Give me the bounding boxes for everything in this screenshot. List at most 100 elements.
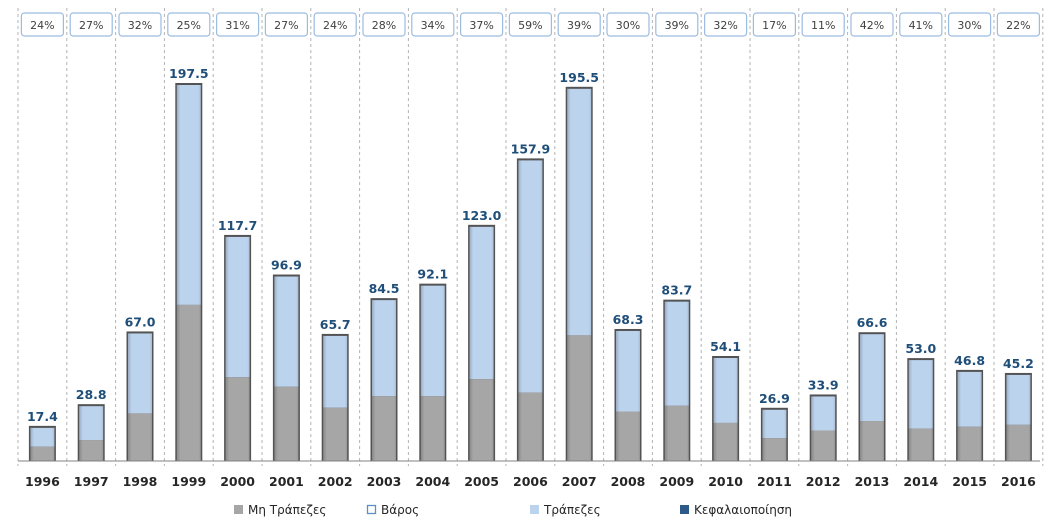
weight-box: [460, 12, 504, 37]
gridlines: [17, 8, 1044, 466]
bar-shading: [713, 358, 738, 461]
weight-box: [20, 12, 64, 37]
weight-label: 31%: [225, 19, 249, 32]
bar-shading: [908, 360, 933, 461]
bar-shading: [469, 226, 494, 461]
year-label: 2003: [367, 474, 402, 489]
weight-box: [996, 12, 1041, 37]
legend-label: Κεφαλαιοποίηση: [694, 503, 792, 517]
year-label: 2016: [1001, 474, 1036, 489]
weight-label: 27%: [79, 19, 103, 32]
total-label: 123.0: [462, 208, 502, 223]
total-labels: 17.4 28.8 67.0 197.5 117.7 96.9 65.7 84.5 92.1 12…: [27, 66, 1034, 424]
weight-box: [69, 12, 113, 37]
weight-box: [167, 12, 211, 37]
legend-swatch: [366, 504, 377, 515]
year-label: 1997: [74, 474, 109, 489]
year-label: 2015: [952, 474, 987, 489]
weight-box: [411, 12, 455, 37]
total-label: 66.6: [857, 315, 888, 330]
bar-shading: [225, 236, 250, 461]
bar-shading: [762, 409, 787, 461]
weight-boxes: 24% 27% 32% 25% 31% 27% 24% 28% 34% 37% 59% 39% 30% 3…: [20, 12, 1041, 37]
weight-box: [362, 12, 406, 37]
weight-label: 41%: [909, 19, 933, 32]
total-label: 92.1: [417, 267, 448, 282]
year-label: 2014: [903, 474, 938, 489]
bar-shading: [176, 85, 201, 461]
legend-label: Τράπεζες: [543, 503, 601, 517]
total-label: 17.4: [27, 409, 58, 424]
total-label: 46.8: [954, 353, 985, 368]
bar-shading: [420, 285, 445, 461]
total-label: 53.0: [905, 341, 936, 356]
legend-label: Βάρος: [381, 503, 419, 517]
weight-box: [557, 12, 601, 37]
legend-swatch: [680, 505, 689, 514]
weight-label: 59%: [518, 19, 542, 32]
weight-box: [508, 12, 552, 37]
weight-label: 37%: [469, 19, 493, 32]
year-label: 2002: [318, 474, 353, 489]
year-label: 1998: [123, 474, 158, 489]
year-label: 2013: [855, 474, 890, 489]
total-label: 45.2: [1003, 356, 1034, 371]
year-label: 2007: [562, 474, 597, 489]
weight-box: [899, 12, 943, 37]
year-label: 2006: [513, 474, 548, 489]
year-label: 2000: [220, 474, 255, 489]
weight-label: 39%: [567, 19, 591, 32]
bar-shading: [811, 396, 836, 461]
weight-label: 17%: [762, 19, 786, 32]
bar-shading: [664, 301, 689, 461]
weight-box: [655, 12, 699, 37]
bar-shading: [30, 427, 55, 461]
total-label: 33.9: [808, 377, 839, 392]
bar-shading: [1006, 374, 1031, 461]
year-label: 2011: [757, 474, 792, 489]
total-label: 68.3: [613, 312, 644, 327]
weight-box: [801, 12, 845, 37]
weight-label: 30%: [616, 19, 640, 32]
weight-label: 32%: [713, 19, 737, 32]
weight-label: 30%: [957, 19, 981, 32]
weight-box: [216, 12, 260, 37]
year-label: 2008: [611, 474, 646, 489]
weight-label: 24%: [30, 19, 54, 32]
weight-box: [850, 12, 894, 37]
total-label: 54.1: [710, 339, 741, 354]
bar-shading: [616, 330, 640, 461]
year-label: 1996: [25, 474, 60, 489]
total-label: 84.5: [369, 281, 400, 296]
total-label: 67.0: [125, 314, 156, 329]
weight-box: [313, 12, 357, 37]
year-labels: 1996 1997 1998 1999 2000 2001 2002 2003 2004 2005…: [25, 474, 1036, 489]
weight-label: 34%: [421, 19, 445, 32]
weight-label: 11%: [811, 19, 835, 32]
weight-label: 22%: [1006, 19, 1030, 32]
legend-label: Μη Τράπεζες: [248, 503, 326, 517]
bar-shading: [372, 300, 396, 461]
total-label: 28.8: [76, 387, 107, 402]
weight-label: 27%: [274, 19, 298, 32]
year-label: 2009: [659, 474, 694, 489]
year-label: 2010: [708, 474, 743, 489]
weight-label: 32%: [128, 19, 152, 32]
weight-label: 28%: [372, 19, 396, 32]
legend-swatch: [530, 505, 539, 514]
legend: Μη Τράπεζες Βάρος Τράπεζες Κεφαλαιοποίηση: [234, 503, 792, 517]
year-label: 2012: [806, 474, 841, 489]
weight-box: [947, 12, 992, 37]
weight-box: [118, 12, 162, 37]
bar-shading: [128, 333, 152, 461]
weight-box: [752, 12, 797, 37]
total-label: 96.9: [271, 258, 302, 273]
bar-shading: [323, 335, 348, 461]
bar-shading: [274, 276, 299, 461]
total-label: 65.7: [320, 317, 351, 332]
legend-swatch: [234, 505, 243, 514]
bar-shading: [79, 406, 104, 461]
year-label: 2005: [464, 474, 499, 489]
weight-box: [606, 12, 650, 37]
